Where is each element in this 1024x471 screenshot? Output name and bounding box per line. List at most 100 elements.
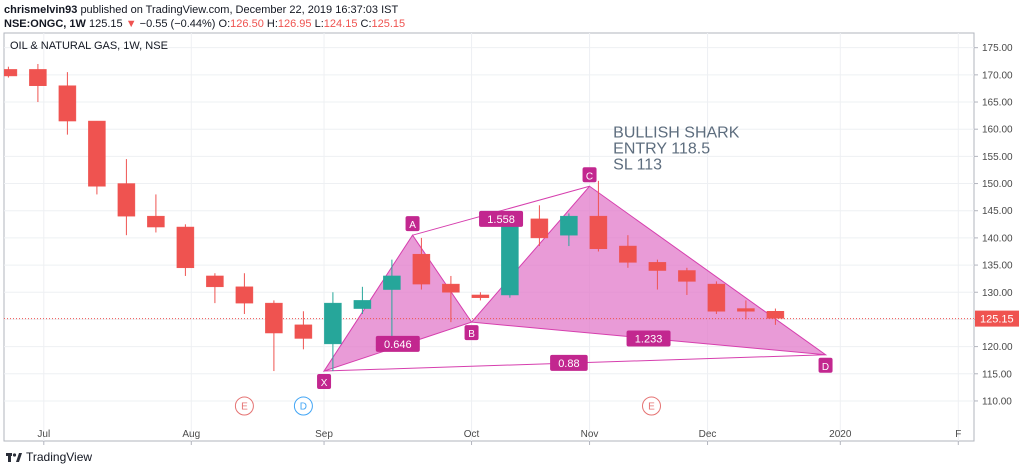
event-label: D: [300, 402, 307, 413]
y-tick-label: 115.00: [982, 369, 1012, 380]
published-text: published on TradingView.com, December 2…: [80, 4, 399, 16]
candle-body: [324, 302, 342, 345]
pattern-point-badge: [582, 167, 597, 183]
candle-body: [737, 308, 755, 312]
candle-body: [766, 311, 785, 319]
chart-header: chrismelvin93 published on TradingView.c…: [4, 2, 1004, 32]
candle-body: [353, 300, 372, 309]
ratio-badge: [550, 354, 588, 371]
earnings-event-icon: [234, 396, 254, 416]
pattern-point-label: X: [321, 378, 328, 389]
y-tick-label: 165.00: [982, 98, 1013, 109]
open-value: 126.50: [230, 18, 264, 30]
annotation-line: ENTRY 118.5: [613, 140, 710, 157]
price-chart[interactable]: 110.00115.00120.00125.00130.00135.00140.…: [0, 0, 1024, 448]
annotation-line: BULLISH SHARK: [613, 124, 740, 141]
y-tick-label: 150.00: [982, 179, 1013, 190]
candle-body: [206, 275, 224, 288]
price-change: −0.55 (−0.44%): [139, 18, 216, 30]
candle-body: [530, 218, 549, 239]
candle-body: [442, 283, 460, 293]
candle-body: [412, 253, 431, 285]
close-value: 125.15: [371, 18, 406, 30]
ratio-label: 1.233: [635, 333, 663, 345]
candle-body: [235, 286, 254, 304]
event-label: E: [648, 402, 655, 413]
candle-body: [176, 226, 195, 269]
candle-body: [383, 275, 401, 290]
candle-body: [589, 215, 608, 250]
x-tick-label: 2020: [829, 429, 852, 440]
footer-brand[interactable]: TradingView: [26, 450, 93, 464]
y-tick-label: 160.00: [982, 125, 1013, 136]
candle-body: [501, 218, 519, 296]
y-tick-label: 120.00: [982, 342, 1013, 353]
x-tick-label: Sep: [315, 429, 333, 440]
publish-line: chrismelvin93 published on TradingView.c…: [4, 4, 398, 16]
last-price: 125.15: [88, 18, 123, 30]
open-label: O:: [218, 18, 231, 30]
close-label: C:: [360, 18, 372, 30]
pattern-point-label: B: [468, 329, 475, 340]
pattern-point-badge: [818, 357, 833, 373]
pattern-point-badge: [464, 325, 479, 341]
x-tick-label: F: [955, 429, 961, 440]
down-arrow-icon: ▼: [125, 18, 137, 30]
candle-body: [4, 69, 18, 77]
candle-body: [294, 324, 313, 339]
chart-title: OIL & NATURAL GAS, 1W, NSE: [10, 40, 168, 52]
y-tick-label: 130.00: [982, 288, 1013, 299]
ratio-badge: [375, 335, 420, 352]
ratio-badge: [479, 210, 524, 227]
y-tick-label: 140.00: [982, 233, 1013, 244]
candle-body: [619, 245, 637, 263]
y-tick-label: 155.00: [982, 152, 1013, 163]
low-label: L:: [314, 18, 324, 30]
candle-body: [58, 85, 77, 122]
tradingview-logo-icon: [6, 453, 22, 462]
current-price-label: 125.15: [980, 314, 1014, 326]
high-label: H:: [266, 18, 278, 30]
candle-body: [648, 262, 667, 271]
candle-body: [265, 302, 283, 334]
candle-body: [560, 215, 578, 236]
ratio-badge: [626, 330, 671, 347]
pattern-point-label: A: [409, 220, 416, 231]
x-tick-label: Oct: [464, 429, 480, 440]
candle-body: [117, 183, 136, 217]
x-tick-label: Dec: [699, 429, 717, 440]
pattern-point-label: D: [822, 362, 829, 373]
x-tick-label: Aug: [182, 429, 200, 440]
y-tick-label: 145.00: [982, 206, 1013, 217]
y-tick-label: 110.00: [982, 396, 1012, 407]
x-tick-label: Nov: [581, 429, 599, 440]
footer: TradingView: [6, 450, 92, 464]
plot-frame: [3, 32, 975, 442]
dividend-event-icon: [293, 396, 313, 416]
pattern-point-badge: [317, 374, 332, 390]
y-tick-label: 135.00: [982, 261, 1013, 272]
x-tick-label: Jul: [37, 429, 50, 440]
earnings-event-icon: [642, 396, 661, 416]
ohlc-line: NSE:ONGC, 1W 125.15 ▼ −0.55 (−0.44%) O:1…: [4, 18, 405, 30]
plot-area: X A B C D 0.646 1.558 1.233 0.88 BULLISH SHARKENT…: [4, 63, 974, 416]
ratio-label: 0.646: [384, 339, 412, 351]
candle-body: [707, 283, 726, 312]
pattern-point-badge: [405, 216, 420, 232]
current-price-marker: [975, 310, 1019, 327]
ratio-label: 0.88: [558, 358, 579, 370]
candle-body: [29, 69, 47, 86]
candle-body: [88, 120, 106, 187]
y-tick-label: 175.00: [982, 43, 1013, 54]
ratio-label: 1.558: [487, 214, 515, 226]
candle-body: [471, 294, 490, 298]
candle-body: [678, 270, 696, 282]
annotation-line: SL 113: [613, 156, 662, 173]
y-tick-label: 170.00: [982, 70, 1013, 81]
author-name[interactable]: chrismelvin93: [4, 4, 78, 16]
pattern-point-label: C: [586, 171, 593, 182]
candle-body: [147, 215, 165, 228]
high-value: 126.95: [277, 18, 312, 30]
symbol-label: NSE:ONGC, 1W: [4, 18, 86, 30]
low-value: 124.15: [323, 18, 358, 30]
